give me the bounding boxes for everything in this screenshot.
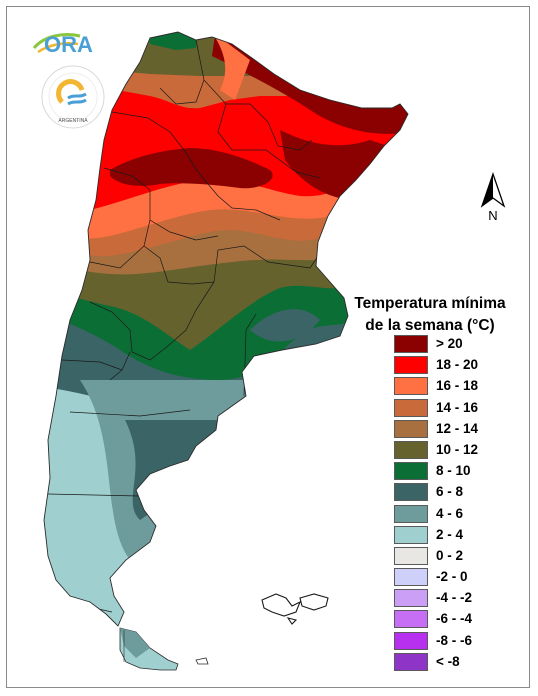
- smn-country-text: ARGENTINA: [58, 118, 88, 124]
- legend-label: 6 - 8: [436, 484, 464, 500]
- legend-label: < -8: [436, 653, 460, 669]
- legend-swatch: [394, 356, 428, 375]
- legend-swatch: [394, 440, 428, 459]
- north-label: N: [488, 208, 497, 222]
- ora-logo: ORA: [32, 32, 93, 57]
- legend-label: 14 - 16: [436, 399, 479, 415]
- legend-swatch: [394, 377, 428, 396]
- legend-label: 8 - 10: [436, 463, 471, 479]
- legend-swatch: [394, 610, 428, 629]
- legend-title-line1: Temperatura mínima: [354, 295, 506, 312]
- smn-logo: ARGENTINA: [41, 65, 105, 129]
- legend-label: -2 - 0: [436, 569, 468, 585]
- legend-swatch: [394, 546, 428, 565]
- legend-swatch: [394, 652, 428, 671]
- legend-title: Temperatura mínima de la semana (°C): [340, 293, 520, 337]
- province-borders: [47, 39, 333, 613]
- legend-swatch: [394, 631, 428, 650]
- legend-label: 2 - 4: [436, 526, 464, 542]
- country-outline: [43, 31, 409, 627]
- legend-label: -6 - -4: [436, 611, 473, 627]
- legend-swatch: [394, 398, 428, 417]
- malvinas-islands: [261, 593, 329, 625]
- legend-label: 18 - 20: [436, 357, 479, 373]
- tierra-del-fuego: [119, 627, 209, 671]
- legend-swatch: [394, 525, 428, 544]
- legend-swatch: [394, 335, 428, 353]
- legend-label: 4 - 6: [436, 505, 464, 521]
- legend-label: 10 - 12: [436, 441, 479, 457]
- legend-swatch: [394, 483, 428, 502]
- legend-label: > 20: [436, 336, 463, 351]
- legend-label: -4 - -2: [436, 590, 473, 606]
- legend-swatch: [394, 568, 428, 587]
- legend-label: -8 - -6: [436, 632, 473, 648]
- legend-swatch: [394, 589, 428, 608]
- legend-swatch: [394, 419, 428, 438]
- legend-label: 12 - 14: [436, 420, 479, 436]
- legend-swatch: [394, 504, 428, 523]
- legend-label: 16 - 18: [436, 378, 479, 394]
- legend-label: 0 - 2: [436, 547, 464, 563]
- north-arrow-icon: N: [480, 172, 506, 222]
- legend-swatch: [394, 462, 428, 481]
- ora-logo-text: ORA: [44, 32, 93, 57]
- legend-title-line2: de la semana (°C): [365, 317, 495, 334]
